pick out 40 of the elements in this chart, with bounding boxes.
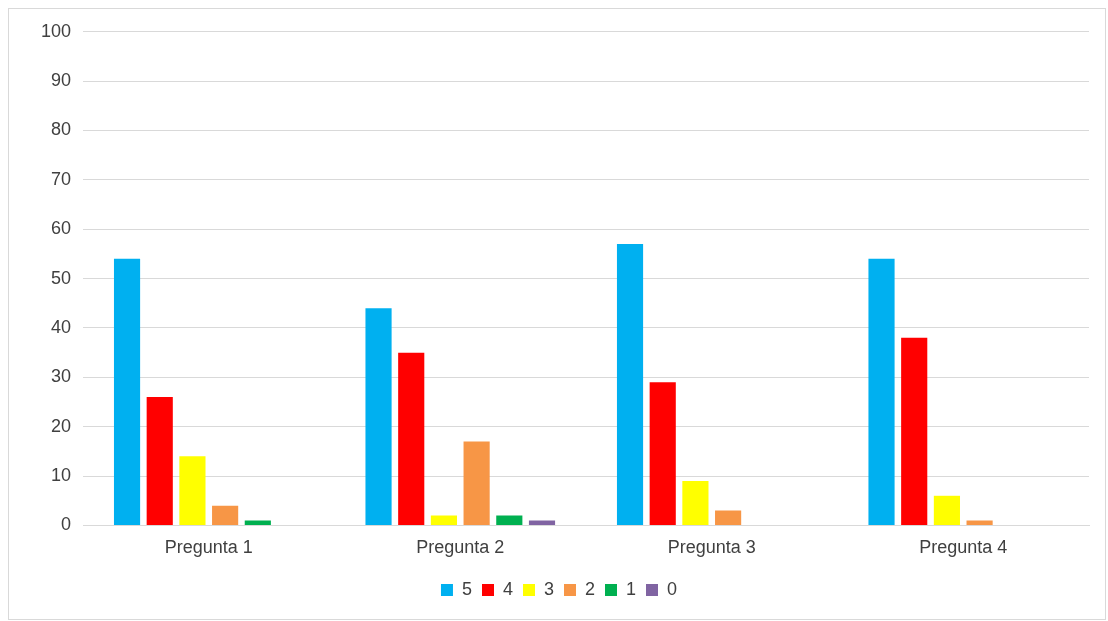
legend-label: 4 [502, 578, 513, 599]
y-tick-label: 30 [51, 366, 72, 387]
bar [901, 337, 928, 525]
bar [715, 510, 742, 525]
y-tick-label: 100 [40, 20, 72, 41]
bar [616, 244, 644, 525]
x-tick-label: Pregunta 3 [667, 537, 756, 558]
y-tick-label: 20 [51, 415, 72, 436]
bar [966, 520, 993, 525]
x-tick-label: Pregunta 4 [919, 537, 1008, 558]
legend-label: 2 [585, 578, 596, 599]
y-tick-label: 50 [51, 267, 72, 288]
bar [212, 505, 239, 525]
legend-label: 0 [667, 578, 678, 599]
y-tick-label: 40 [51, 316, 72, 337]
bar [365, 308, 392, 525]
bar [398, 352, 425, 525]
bar [146, 397, 173, 525]
y-tick-label: 80 [51, 119, 72, 140]
y-tick-label: 70 [51, 168, 72, 189]
bar [868, 258, 895, 525]
bar [496, 515, 523, 525]
y-tick-label: 10 [51, 465, 72, 486]
legend-label: 1 [626, 578, 637, 599]
x-tick-label: Pregunta 2 [416, 537, 505, 558]
bar [649, 382, 676, 525]
bar [528, 520, 556, 525]
x-tick-label: Pregunta 1 [164, 537, 253, 558]
bar [430, 515, 457, 525]
bar [244, 520, 271, 525]
legend-label: 5 [461, 578, 472, 599]
legend-label: 3 [543, 578, 554, 599]
bar [179, 456, 206, 525]
bar [463, 441, 490, 525]
y-tick-label: 0 [61, 514, 72, 535]
bar [933, 495, 960, 525]
y-tick-label: 90 [51, 70, 72, 91]
y-tick-label: 60 [51, 218, 72, 239]
bar [682, 480, 709, 525]
bar [113, 258, 141, 525]
